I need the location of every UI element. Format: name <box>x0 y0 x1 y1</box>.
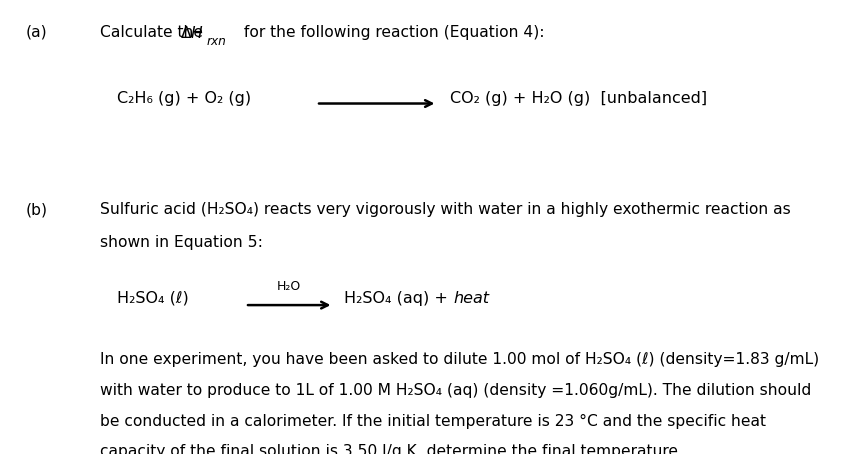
Text: $\Delta H$: $\Delta H$ <box>180 25 204 41</box>
Text: CO₂ (g) + H₂O (g)  [unbalanced]: CO₂ (g) + H₂O (g) [unbalanced] <box>450 91 708 106</box>
Text: heat: heat <box>454 291 490 306</box>
Text: (a): (a) <box>26 25 48 40</box>
Text: In one experiment, you have been asked to dilute 1.00 mol of H₂SO₄ (ℓ) (density=: In one experiment, you have been asked t… <box>100 352 818 367</box>
Text: H₂SO₄ (ℓ): H₂SO₄ (ℓ) <box>117 291 189 306</box>
Text: with water to produce to 1L of 1.00 M H₂SO₄ (aq) (density =1.060g/mL). The dilut: with water to produce to 1L of 1.00 M H₂… <box>100 383 811 398</box>
Text: (b): (b) <box>26 202 48 217</box>
Text: capacity of the final solution is 3.50 J/g.K, determine the final temperature.: capacity of the final solution is 3.50 J… <box>100 444 682 454</box>
Text: C₂H₆ (g) + O₂ (g): C₂H₆ (g) + O₂ (g) <box>117 91 251 106</box>
Text: H₂SO₄ (aq) +: H₂SO₄ (aq) + <box>344 291 453 306</box>
Text: for the following reaction (Equation 4):: for the following reaction (Equation 4): <box>239 25 545 40</box>
Text: Calculate the: Calculate the <box>100 25 208 40</box>
Text: be conducted in a calorimeter. If the initial temperature is 23 °C and the speci: be conducted in a calorimeter. If the in… <box>100 414 766 429</box>
Text: shown in Equation 5:: shown in Equation 5: <box>100 235 262 250</box>
Text: H₂O: H₂O <box>277 280 301 293</box>
Text: rxn: rxn <box>206 35 226 48</box>
Text: Sulfuric acid (H₂SO₄) reacts very vigorously with water in a highly exothermic r: Sulfuric acid (H₂SO₄) reacts very vigoro… <box>100 202 791 217</box>
